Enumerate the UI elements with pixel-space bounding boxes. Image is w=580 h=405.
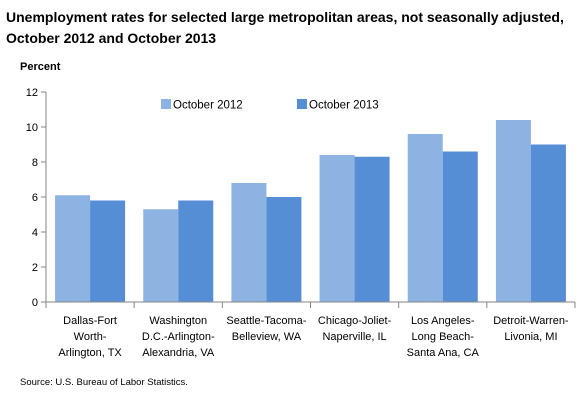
y-tick-label: 4 <box>32 227 38 239</box>
chart-title: Unemployment rates for selected large me… <box>6 9 564 46</box>
x-category-label-line: Worth- <box>74 331 107 343</box>
legend: October 2012 October 2013 <box>161 99 379 112</box>
bar <box>143 209 179 302</box>
y-tick-label: 2 <box>32 262 38 274</box>
bar <box>266 197 302 302</box>
bar <box>319 155 355 302</box>
bar <box>495 120 531 302</box>
y-tick-label: 12 <box>26 87 38 99</box>
legend-label: October 2012 <box>173 100 243 112</box>
bar <box>231 183 267 302</box>
x-category-label-line: Washington <box>149 315 207 327</box>
x-category-label-line: Los Angeles- <box>411 315 475 327</box>
x-category-label-line: Naperville, IL <box>322 331 386 343</box>
legend-swatch <box>297 99 307 109</box>
legend-label: October 2013 <box>309 100 379 112</box>
x-category-label-line: Seattle-Tacoma- <box>226 315 306 327</box>
x-category-label-line: Santa Ana, CA <box>407 347 480 359</box>
y-tick-label: 0 <box>32 297 38 309</box>
source-note: Source: U.S. Bureau of Labor Statistics. <box>20 377 188 388</box>
bar <box>55 195 91 302</box>
x-category-label-line: Livonia, MI <box>504 331 557 343</box>
x-category-label: Dallas-Fort Worth- Arlington, TX <box>58 315 122 359</box>
x-category-label-line: Arlington, TX <box>58 347 122 359</box>
x-category-label: Detroit-Warren- Livonia, MI <box>493 315 569 343</box>
x-category-label-line: Alexandria, VA <box>142 347 215 359</box>
x-category-label: Chicago-Joliet- Naperville, IL <box>318 315 392 343</box>
x-category-label: Los Angeles- Long Beach- Santa Ana, CA <box>407 315 480 359</box>
bars <box>55 120 566 302</box>
x-category-label-line: Dallas-Fort <box>63 315 117 327</box>
x-category-label-line: D.C.-Arlington- <box>142 331 215 343</box>
y-axis-unit-label: Percent <box>20 61 61 73</box>
bar <box>178 200 214 302</box>
y-tick-label: 10 <box>26 122 38 134</box>
bar <box>90 200 126 302</box>
bar <box>354 156 390 302</box>
x-category-label: Washington D.C.-Arlington- Alexandria, VA <box>142 315 215 359</box>
legend-swatch <box>161 99 171 109</box>
x-category-label-line: Chicago-Joliet- <box>318 315 392 327</box>
y-axis: 0 2 4 6 8 10 12 <box>26 87 47 309</box>
x-category-label-line: Detroit-Warren- <box>493 315 569 327</box>
y-tick-label: 8 <box>32 157 38 169</box>
x-category-label-line: Belleview, WA <box>232 331 302 343</box>
y-tick-label: 6 <box>32 192 38 204</box>
bar <box>530 144 566 302</box>
bar <box>407 134 443 302</box>
x-category-label: Seattle-Tacoma- Belleview, WA <box>226 315 306 343</box>
x-axis: Dallas-Fort Worth- Arlington, TX Washington… <box>45 301 576 359</box>
x-category-label-line: Long Beach- <box>412 331 475 343</box>
bar <box>442 151 478 302</box>
